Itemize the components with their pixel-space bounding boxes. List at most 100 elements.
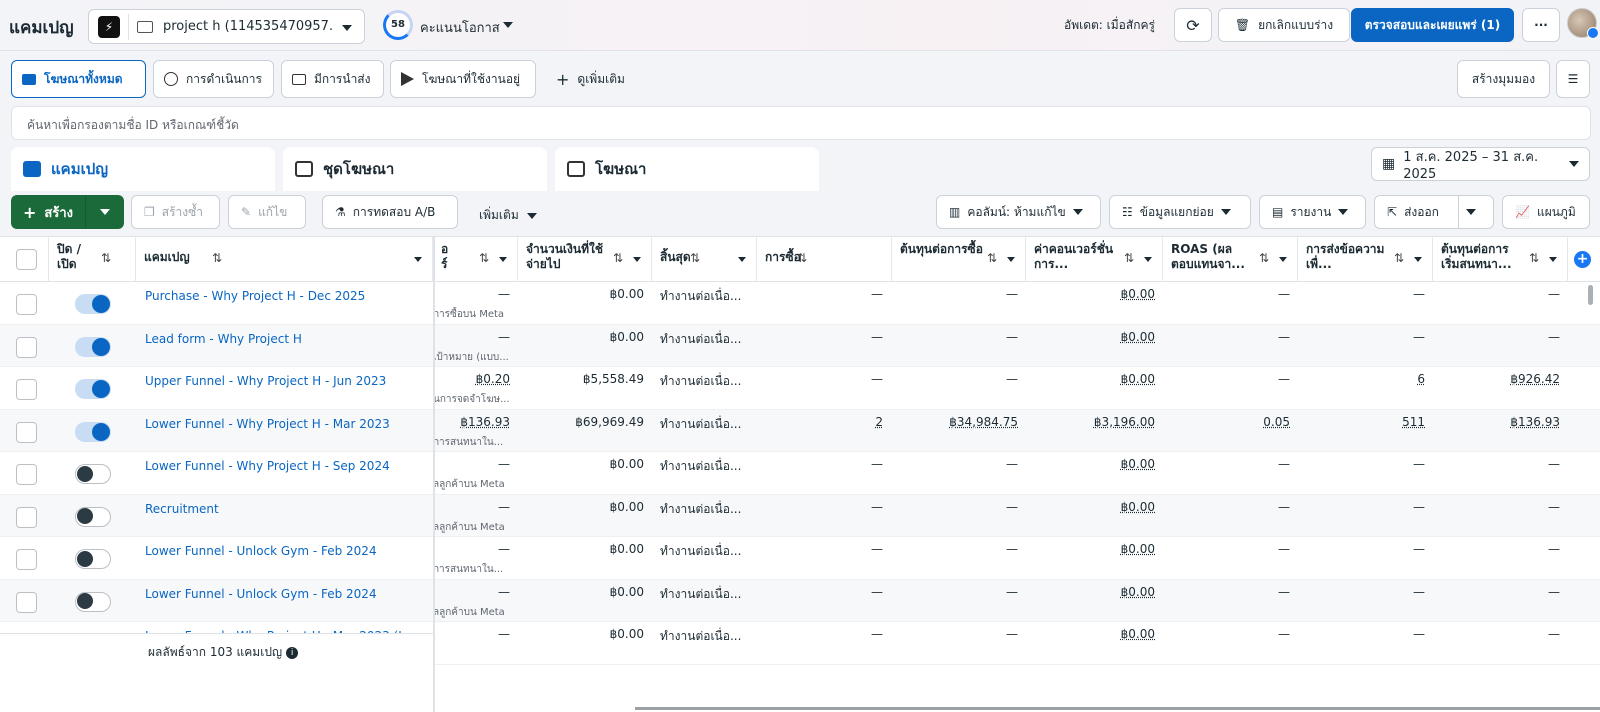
create-button[interactable]: + สร้าง [11,195,124,229]
review-and-publish-button[interactable]: ตรวจสอบและเผยแพร่ (1) [1351,8,1514,42]
view-settings-button[interactable]: ☰ [1556,60,1590,98]
filter-all-ads[interactable]: โฆษณาทั้งหมด [11,60,146,98]
cell-value[interactable]: ฿0.00 [1026,585,1155,599]
row-checkbox[interactable] [16,549,37,570]
charts-button[interactable]: 📈 แผนภูมิ [1502,195,1590,229]
campaign-name-link[interactable]: Lower Funnel - Why Project H - Sep 2024 [145,459,425,473]
cell-value[interactable]: ฿0.00 [1026,542,1155,556]
columns-button[interactable]: ▥ คอลัมน์: ห้ามแก้ไข [936,195,1101,229]
campaign-name-link[interactable]: Purchase - Why Project H - Dec 2025 [145,289,425,303]
row-checkbox[interactable] [16,464,37,485]
tab-ad-sets[interactable]: ชุดโฆษณา [283,147,547,191]
col-amount-spent[interactable]: จำนวนเงินที่ใช้จ่ายไป ⇅ [518,237,652,282]
opportunity-score[interactable]: 58 [383,10,413,40]
campaign-toggle[interactable] [75,379,111,399]
date-range-picker[interactable]: ▦ 1 ส.ค. 2025 – 31 ส.ค. 2025 [1371,147,1590,181]
cell-value[interactable]: ฿0.00 [1026,330,1155,344]
campaign-name-link[interactable]: Lead form - Why Project H [145,332,425,346]
filter-actions[interactable]: การดำเนินการ [153,60,274,98]
campaign-name-link[interactable]: Recruitment [145,502,425,516]
campaign-toggle[interactable] [75,549,111,569]
table-row[interactable]: Lower Funnel - Unlock Gym - Feb 2024 — ฿0.… [0,537,1600,580]
table-row[interactable]: Purchase - Why Project H - Dec 2025 — ฿0.0… [0,282,1600,325]
row-checkbox[interactable] [16,422,37,443]
tab-campaigns[interactable]: แคมเปญ [11,147,275,191]
ab-test-button[interactable]: ⚗ การทดสอบ A/B [322,195,458,229]
reports-button[interactable]: ▤ รายงาน [1259,195,1366,229]
search-input[interactable]: ค้นหาเพื่อกรองตามชื่อ ID หรือเกณฑ์ชี้วัด [11,106,1591,140]
edit-button[interactable]: ✎ แก้ไข [228,195,306,229]
opportunity-score-label[interactable]: คะแนนโอกาส [420,17,500,38]
cell-cpp[interactable]: ฿34,984.75 [892,415,1018,429]
add-column-icon[interactable]: + [1574,251,1591,268]
create-view-button[interactable]: สร้างมุมมอง [1457,60,1550,98]
info-icon[interactable]: i [286,647,298,659]
cell-value[interactable]: ฿0.00 [1026,627,1155,641]
create-main-button[interactable]: + สร้าง [11,195,86,229]
row-checkbox[interactable] [16,592,37,613]
refresh-button[interactable]: ⟳ [1174,8,1212,42]
horizontal-scrollbar[interactable] [635,707,1600,710]
col-cost-per-purchase[interactable]: ต้นทุนต่อการซื้อ ⇅ [892,237,1026,282]
row-checkbox[interactable] [16,507,37,528]
cell-value[interactable]: ฿0.00 [1026,372,1155,386]
campaign-name-link[interactable]: Lower Funnel - Why Project H - Mar 2023 [145,417,425,431]
chevron-down-icon[interactable] [503,22,513,28]
campaign-toggle[interactable] [75,294,111,314]
scrollbar[interactable] [1588,285,1593,305]
row-checkbox[interactable] [16,294,37,315]
account-selector[interactable]: ⚡ project h (114535470957... [88,9,365,44]
see-more-filters[interactable]: + ดูเพิ่มเติม [556,70,625,89]
export-button[interactable]: ⇱ ส่งออก [1374,195,1494,229]
col-purchases[interactable]: การซื้อ ⇅ [757,237,892,282]
col-onoff[interactable]: ปิด / เปิด ⇅ [49,237,136,282]
campaign-toggle[interactable] [75,464,111,484]
cell-cpc[interactable]: ฿926.42 [1433,372,1560,386]
cell-res[interactable]: ฿0.20 [433,372,510,386]
cell-purchases[interactable]: 2 [757,415,883,429]
cell-value[interactable]: ฿3,196.00 [1026,415,1155,429]
more-options-button[interactable]: ··· [1522,8,1560,42]
breakdown-button[interactable]: ☷ ข้อมูลแยกย่อย [1109,195,1251,229]
col-purchase-value[interactable]: ค่าคอนเวอร์ชั่นการ... ⇅ [1026,237,1163,282]
table-row[interactable]: Upper Funnel - Why Project H - Jun 2023 ฿… [0,367,1600,410]
cell-msg[interactable]: 511 [1298,415,1425,429]
filter-delivering[interactable]: มีการนำส่ง [281,60,384,98]
col-messaging[interactable]: การส่งข้อความเพื่... ⇅ [1298,237,1433,282]
col-roas[interactable]: ROAS (ผลตอบแทนจา... ⇅ [1163,237,1298,282]
campaign-name-link[interactable]: Lower Funnel - Unlock Gym - Feb 2024 [145,544,425,558]
campaign-toggle[interactable] [75,592,111,612]
campaign-toggle[interactable] [75,337,111,357]
campaign-name-link[interactable]: Lower Funnel - Unlock Gym - Feb 2024 [145,587,425,601]
campaign-toggle[interactable] [75,507,111,527]
cell-value[interactable]: ฿0.00 [1026,500,1155,514]
table-row[interactable]: Lower Funnel - Unlock Gym - Feb 2024 — ฿0.… [0,580,1600,623]
col-cost-per-conversation[interactable]: ต้นทุนต่อการเริ่มสนทนา... ⇅ [1433,237,1568,282]
select-all-checkbox[interactable] [16,249,37,270]
cell-value[interactable]: ฿0.00 [1026,287,1155,301]
table-row[interactable]: Lower Funnel - Why Project H - Sep 2024 —… [0,452,1600,495]
table-row[interactable]: Lower Funnel - Why Project H - Mar 2023 ฿… [0,410,1600,453]
table-row[interactable]: Recruitment — ฿0.00 ทำงานต่อเนื่อ... — — ฿0.00… [0,495,1600,538]
table-row[interactable]: Lead form - Why Project H — ฿0.00 ทำงานต่อเ… [0,325,1600,368]
tab-ads[interactable]: โฆษณา [555,147,819,191]
campaign-toggle[interactable] [75,422,111,442]
row-checkbox[interactable] [16,337,37,358]
col-campaign[interactable]: แคมเปญ ⇅ [136,237,433,282]
col-ends[interactable]: สิ้นสุด ⇅ [652,237,757,282]
cell-res[interactable]: ฿136.93 [433,415,510,429]
cell-cpc[interactable]: ฿136.93 [1433,415,1560,429]
cell-roas: — [1163,287,1290,301]
cell-value[interactable]: ฿0.00 [1026,457,1155,471]
more-actions-button[interactable]: เพิ่มเติม [479,206,537,225]
discard-drafts-button[interactable]: 🗑 ยกเลิกแบบร่าง [1218,8,1350,42]
chevron-down-icon[interactable] [1466,209,1476,215]
filter-active-ads[interactable]: โฆษณาที่ใช้งานอยู่ [390,60,536,98]
cell-roas[interactable]: 0.05 [1163,415,1290,429]
campaign-name-link[interactable]: Upper Funnel - Why Project H - Jun 2023 [145,374,425,388]
row-checkbox[interactable] [16,379,37,400]
col-results[interactable]: อ ร์ ⇅ [433,237,518,282]
duplicate-button[interactable]: ❐ สร้างซ้ำ [131,195,220,229]
create-dropdown-button[interactable] [86,209,124,215]
cell-msg[interactable]: 6 [1298,372,1425,386]
